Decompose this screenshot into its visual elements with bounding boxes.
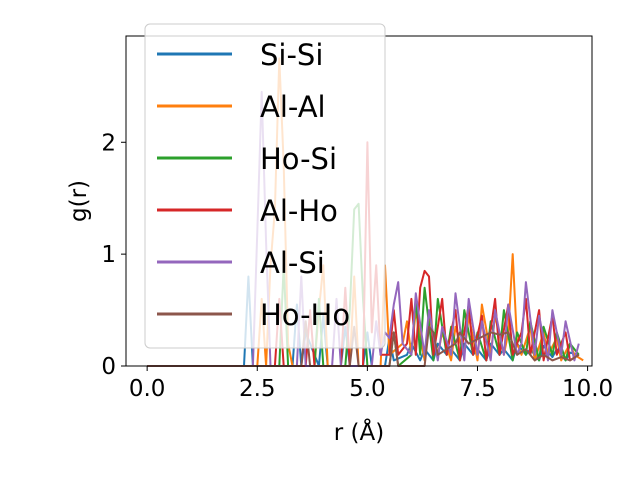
legend: Si-Si Al-Al Ho-Si Al-Ho Al-Si Ho-Ho — [144, 23, 386, 349]
y-axis-label: g(r) — [66, 180, 92, 222]
y-tick-label: 1 — [101, 242, 116, 268]
legend-label: Si-Si — [260, 38, 323, 72]
legend-label: Al-Ho — [260, 194, 338, 228]
legend-label: Ho-Ho — [260, 298, 350, 332]
y-axis: 0 1 2 — [101, 130, 126, 380]
x-tick-label: 5.0 — [349, 376, 386, 402]
legend-label: Ho-Si — [260, 142, 337, 176]
x-tick-label: 0.0 — [129, 376, 166, 402]
x-axis: 0.0 2.5 5.0 7.5 10.0 — [129, 366, 613, 402]
legend-label: Al-Al — [260, 90, 326, 124]
y-tick-label: 2 — [101, 130, 116, 156]
y-tick-label: 0 — [101, 354, 116, 380]
x-axis-label: r (Å) — [334, 418, 384, 446]
legend-label: Al-Si — [260, 246, 325, 280]
x-tick-label: 10.0 — [562, 376, 613, 402]
x-tick-label: 7.5 — [459, 376, 496, 402]
x-tick-label: 2.5 — [239, 376, 276, 402]
